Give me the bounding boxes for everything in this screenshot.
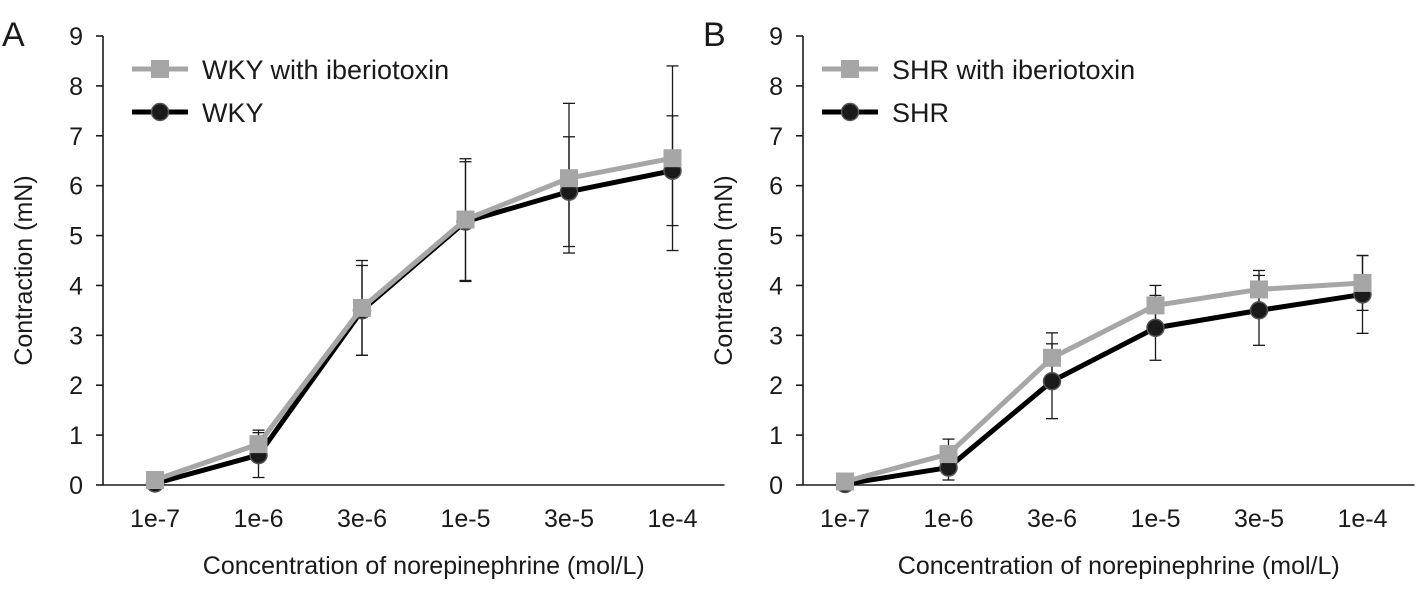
legend-label: WKY with iberiotoxin (202, 55, 449, 85)
legend-label: WKY (202, 98, 264, 128)
y-tick-label: 7 (769, 123, 783, 151)
legend-marker-circle (840, 102, 860, 122)
panel-label: A (2, 16, 25, 54)
y-tick-label: 8 (769, 73, 783, 101)
x-tick-label: 1e-6 (233, 505, 283, 533)
x-axis-label: Concentration of norepinephrine (mol/L) (203, 552, 645, 580)
series-line-iberiotoxin (154, 155, 673, 483)
y-tick-label: 6 (69, 173, 83, 201)
data-point-square (249, 435, 268, 454)
y-tick-label: 6 (769, 173, 783, 201)
legend-marker-square (151, 60, 169, 78)
legend-label: SHR with iberiotoxin (892, 55, 1135, 85)
y-tick-label: 0 (769, 472, 783, 500)
x-tick-label: 3e-6 (1027, 505, 1077, 533)
y-tick-label: 9 (769, 23, 783, 51)
x-axis-label: Concentration of norepinephrine (mol/L) (898, 552, 1340, 580)
y-tick-label: 4 (769, 272, 783, 300)
y-axis-label: Contraction (mN) (710, 175, 738, 365)
series-line-control (154, 168, 673, 486)
legend-marker-circle (150, 102, 170, 122)
y-tick-label: 7 (69, 123, 83, 151)
data-point-square (560, 169, 578, 188)
data-point-square (1146, 296, 1165, 315)
data-point-square (939, 445, 958, 464)
legend-marker-square (841, 60, 859, 78)
x-tick-label: 1e-7 (820, 505, 870, 533)
data-point-square (1250, 280, 1268, 299)
x-tick-label: 1e-7 (130, 505, 180, 533)
y-tick-label: 3 (69, 322, 83, 350)
y-tick-label: 4 (69, 272, 83, 300)
y-tick-label: 8 (69, 73, 83, 101)
data-point-square (663, 149, 682, 168)
data-point-square (456, 210, 475, 229)
data-point-square (836, 472, 854, 491)
panel-label: B (703, 16, 726, 54)
y-tick-label: 1 (769, 422, 783, 450)
x-tick-label: 1e-5 (1130, 505, 1180, 533)
series-line-control (844, 291, 1363, 487)
series-line-iberiotoxin (844, 280, 1363, 484)
x-tick-label: 3e-5 (544, 505, 594, 533)
y-tick-label: 5 (69, 223, 83, 251)
data-point-circle (1146, 318, 1165, 338)
data-point-square (1353, 273, 1372, 292)
y-tick-label: 2 (769, 372, 783, 400)
y-tick-label: 0 (69, 472, 83, 500)
x-tick-label: 1e-4 (1337, 505, 1387, 533)
data-point-circle (1042, 371, 1062, 391)
x-tick-label: 3e-6 (337, 505, 387, 533)
y-tick-label: 5 (769, 223, 783, 251)
y-tick-label: 3 (769, 322, 783, 350)
data-point-square (353, 298, 371, 317)
y-tick-label: 9 (69, 23, 83, 51)
data-point-circle (1249, 301, 1269, 320)
y-axis-label: Contraction (mN) (10, 175, 38, 365)
x-tick-label: 1e-5 (440, 505, 490, 533)
x-tick-label: 1e-4 (647, 505, 697, 533)
x-tick-label: 3e-5 (1234, 505, 1284, 533)
y-tick-label: 2 (69, 372, 83, 400)
x-tick-label: 1e-6 (923, 505, 973, 533)
data-point-square (146, 471, 164, 490)
legend-label: SHR (892, 98, 949, 128)
data-point-square (1043, 348, 1061, 367)
y-tick-label: 1 (69, 422, 83, 450)
